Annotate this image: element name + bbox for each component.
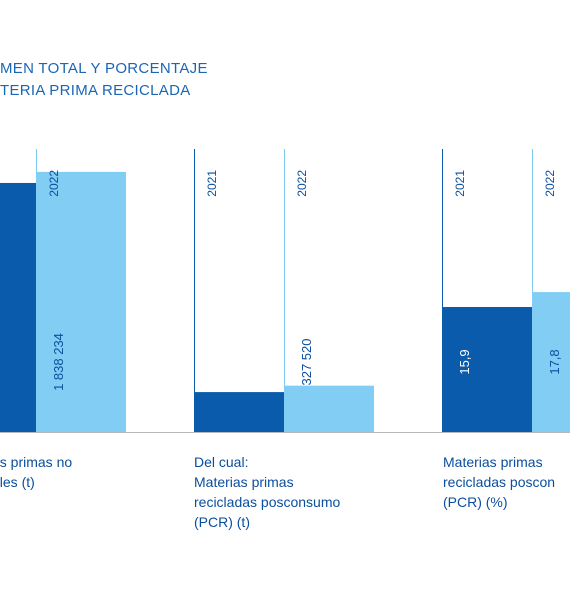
category-label-2: Del cual: Materias primas recicladas pos…: [194, 454, 341, 530]
value-label-g3-second: 17,8: [547, 349, 562, 374]
value-label-g3-first: 15,9: [457, 349, 472, 374]
bar-g1-first: [0, 182, 36, 432]
bar-g1-second: [36, 171, 126, 432]
category-label-1: as primas no bles (t): [0, 454, 73, 490]
bar-g2-first: [194, 392, 284, 432]
value-label-g2-second: 327 520: [299, 339, 314, 386]
bar-g2-second: [284, 385, 374, 432]
value-label-g2-first: 282 050: [209, 339, 224, 386]
value-label-g1-second: 1 838 234: [51, 333, 66, 391]
bar-g3-second: [532, 292, 570, 432]
year-label-g3-second: 2022: [543, 170, 557, 197]
year-label-g2-second: 2022: [295, 170, 309, 197]
category-label-3: Materias primas recicladas poscon (PCR) …: [443, 454, 556, 510]
year-label-g2-first: 2021: [205, 170, 219, 197]
bar-g3-first: [442, 307, 532, 432]
chart-title-line-2: TERIA PRIMA RECICLADA: [0, 82, 191, 99]
year-label-g3-first: 2021: [453, 170, 467, 197]
chart-title: MEN TOTAL Y PORCENTAJE TERIA PRIMA RECIC…: [0, 58, 570, 102]
chart-title-line-1: MEN TOTAL Y PORCENTAJE: [0, 60, 208, 77]
year-label-g1-second: 2022: [47, 170, 61, 197]
